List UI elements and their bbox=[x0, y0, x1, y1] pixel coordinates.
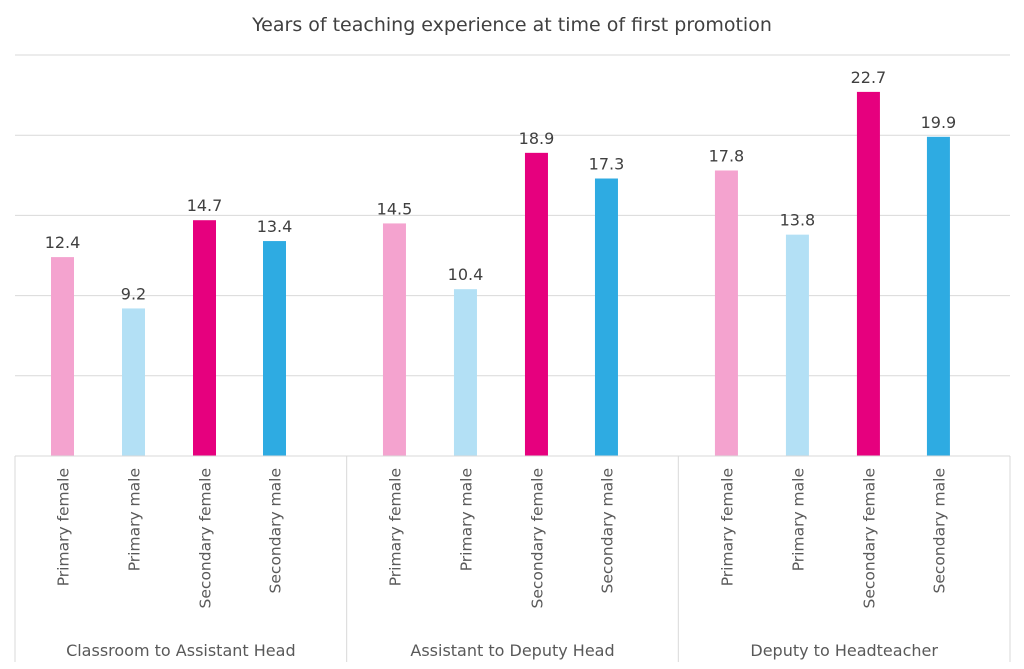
category-label: Primary female bbox=[55, 468, 73, 586]
group-label: Deputy to Headteacher bbox=[750, 641, 938, 660]
data-label: 17.3 bbox=[589, 155, 625, 174]
group-label: Assistant to Deputy Head bbox=[410, 641, 614, 660]
bar bbox=[382, 223, 406, 456]
bar bbox=[193, 220, 216, 456]
bar bbox=[594, 178, 618, 456]
category-label: Primary male bbox=[126, 468, 144, 571]
data-label: 12.4 bbox=[45, 233, 81, 252]
bar bbox=[453, 289, 477, 456]
data-label: 14.5 bbox=[377, 199, 413, 218]
data-label: 9.2 bbox=[121, 284, 146, 303]
category-label: Secondary male bbox=[598, 468, 616, 593]
bar bbox=[263, 241, 286, 456]
group-label: Classroom to Assistant Head bbox=[66, 641, 296, 660]
bar bbox=[51, 257, 74, 456]
data-label: 19.9 bbox=[921, 113, 957, 132]
bar bbox=[785, 234, 809, 456]
category-label: Primary male bbox=[789, 468, 807, 571]
x-axis: Primary female Primary male Secondary fema… bbox=[14, 455, 1011, 662]
category-label: Primary female bbox=[718, 468, 736, 586]
category-label: Secondary female bbox=[197, 468, 215, 608]
category-label: Secondary male bbox=[267, 468, 285, 593]
category-label: Primary male bbox=[457, 468, 475, 571]
data-label: 14.7 bbox=[187, 196, 223, 215]
chart-title: Years of teaching experience at time of … bbox=[251, 14, 772, 36]
data-label: 13.4 bbox=[257, 217, 293, 236]
gridlines bbox=[15, 54, 1010, 377]
data-label: 22.7 bbox=[851, 68, 887, 87]
category-label: Secondary female bbox=[528, 468, 546, 608]
bar bbox=[856, 91, 880, 456]
category-label: Primary female bbox=[386, 468, 404, 586]
bar bbox=[926, 136, 950, 456]
data-label: 13.8 bbox=[780, 211, 816, 230]
category-label: Secondary male bbox=[930, 468, 948, 593]
bar bbox=[714, 170, 738, 456]
bar bbox=[122, 308, 145, 456]
data-label: 10.4 bbox=[448, 265, 484, 284]
category-label: Secondary female bbox=[860, 468, 878, 608]
bar bbox=[524, 152, 548, 456]
data-label: 18.9 bbox=[519, 129, 555, 148]
data-label: 17.8 bbox=[709, 146, 745, 165]
bars: 12.4 9.2 14.7 13.4 14.5 10.4 18.9 17.3 17.8 13.8 2… bbox=[45, 68, 957, 456]
